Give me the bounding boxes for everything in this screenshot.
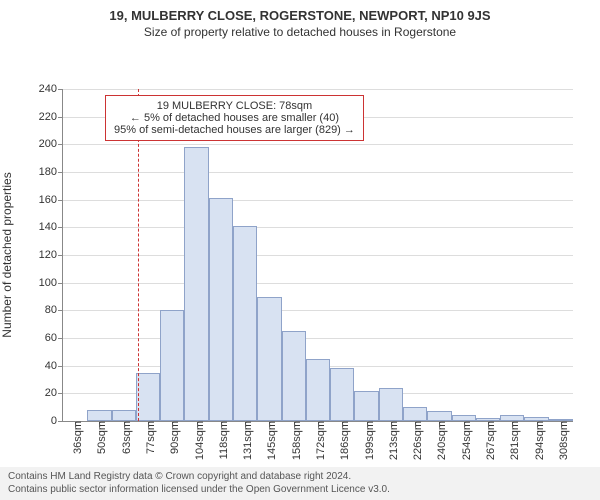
histogram-bar bbox=[184, 147, 208, 421]
page-title: 19, MULBERRY CLOSE, ROGERSTONE, NEWPORT,… bbox=[0, 0, 600, 23]
page-subtitle: Size of property relative to detached ho… bbox=[0, 23, 600, 39]
xtick-label: 158sqm bbox=[285, 421, 303, 460]
grid-line bbox=[63, 172, 573, 173]
ytick-label: 120 bbox=[39, 249, 63, 261]
xtick-label: 226sqm bbox=[406, 421, 424, 460]
footer-line: Contains HM Land Registry data © Crown c… bbox=[8, 471, 592, 484]
grid-line bbox=[63, 200, 573, 201]
histogram-bar bbox=[233, 226, 257, 421]
grid-line bbox=[63, 227, 573, 228]
xtick-label: 281sqm bbox=[503, 421, 521, 460]
ytick-label: 180 bbox=[39, 166, 63, 178]
xtick-label: 267sqm bbox=[479, 421, 497, 460]
plot-area: 02040608010012014016018020022024036sqm50… bbox=[62, 89, 573, 422]
histogram-bar bbox=[282, 331, 306, 421]
xtick-label: 77sqm bbox=[139, 421, 157, 454]
ytick-label: 240 bbox=[39, 83, 63, 95]
xtick-label: 308sqm bbox=[552, 421, 570, 460]
ytick-label: 140 bbox=[39, 221, 63, 233]
footer-line: Contains public sector information licen… bbox=[8, 484, 592, 497]
histogram-bar bbox=[160, 310, 184, 421]
xtick-label: 294sqm bbox=[528, 421, 546, 460]
ytick-label: 20 bbox=[45, 387, 63, 399]
histogram-bar bbox=[257, 297, 281, 422]
grid-line bbox=[63, 144, 573, 145]
ytick-label: 160 bbox=[39, 194, 63, 206]
xtick-label: 213sqm bbox=[382, 421, 400, 460]
annotation-line: ← 5% of detached houses are smaller (40) bbox=[114, 112, 355, 124]
histogram-bar bbox=[330, 368, 354, 421]
annotation-line: 95% of semi-detached houses are larger (… bbox=[114, 124, 355, 136]
grid-line bbox=[63, 283, 573, 284]
xtick-label: 145sqm bbox=[260, 421, 278, 460]
ytick-label: 40 bbox=[45, 360, 63, 372]
xtick-label: 254sqm bbox=[455, 421, 473, 460]
ytick-label: 0 bbox=[51, 415, 63, 427]
grid-line bbox=[63, 310, 573, 311]
xtick-label: 240sqm bbox=[430, 421, 448, 460]
xtick-label: 186sqm bbox=[333, 421, 351, 460]
histogram-bar bbox=[112, 410, 136, 421]
histogram-bar bbox=[136, 373, 160, 421]
xtick-label: 131sqm bbox=[236, 421, 254, 460]
histogram-bar bbox=[403, 407, 427, 421]
ytick-label: 220 bbox=[39, 111, 63, 123]
attribution-footer: Contains HM Land Registry data © Crown c… bbox=[0, 467, 600, 500]
y-axis-label: Number of detached properties bbox=[0, 172, 14, 337]
grid-line bbox=[63, 255, 573, 256]
histogram-bar bbox=[427, 411, 451, 421]
histogram-bar bbox=[87, 410, 111, 421]
annotation-line: 19 MULBERRY CLOSE: 78sqm bbox=[114, 100, 355, 112]
ytick-label: 100 bbox=[39, 277, 63, 289]
xtick-label: 104sqm bbox=[188, 421, 206, 460]
histogram-bar bbox=[209, 198, 233, 421]
histogram-bar bbox=[354, 391, 378, 421]
ytick-label: 60 bbox=[45, 332, 63, 344]
histogram-bar bbox=[306, 359, 330, 421]
xtick-label: 199sqm bbox=[358, 421, 376, 460]
grid-line bbox=[63, 89, 573, 90]
xtick-label: 63sqm bbox=[115, 421, 133, 454]
grid-line bbox=[63, 338, 573, 339]
xtick-label: 90sqm bbox=[163, 421, 181, 454]
ytick-label: 80 bbox=[45, 304, 63, 316]
xtick-label: 118sqm bbox=[212, 421, 230, 459]
xtick-label: 36sqm bbox=[66, 421, 84, 454]
xtick-label: 172sqm bbox=[309, 421, 327, 460]
xtick-label: 50sqm bbox=[90, 421, 108, 454]
ytick-label: 200 bbox=[39, 138, 63, 150]
histogram-bar bbox=[379, 388, 403, 421]
annotation-box: 19 MULBERRY CLOSE: 78sqm← 5% of detached… bbox=[105, 95, 364, 141]
